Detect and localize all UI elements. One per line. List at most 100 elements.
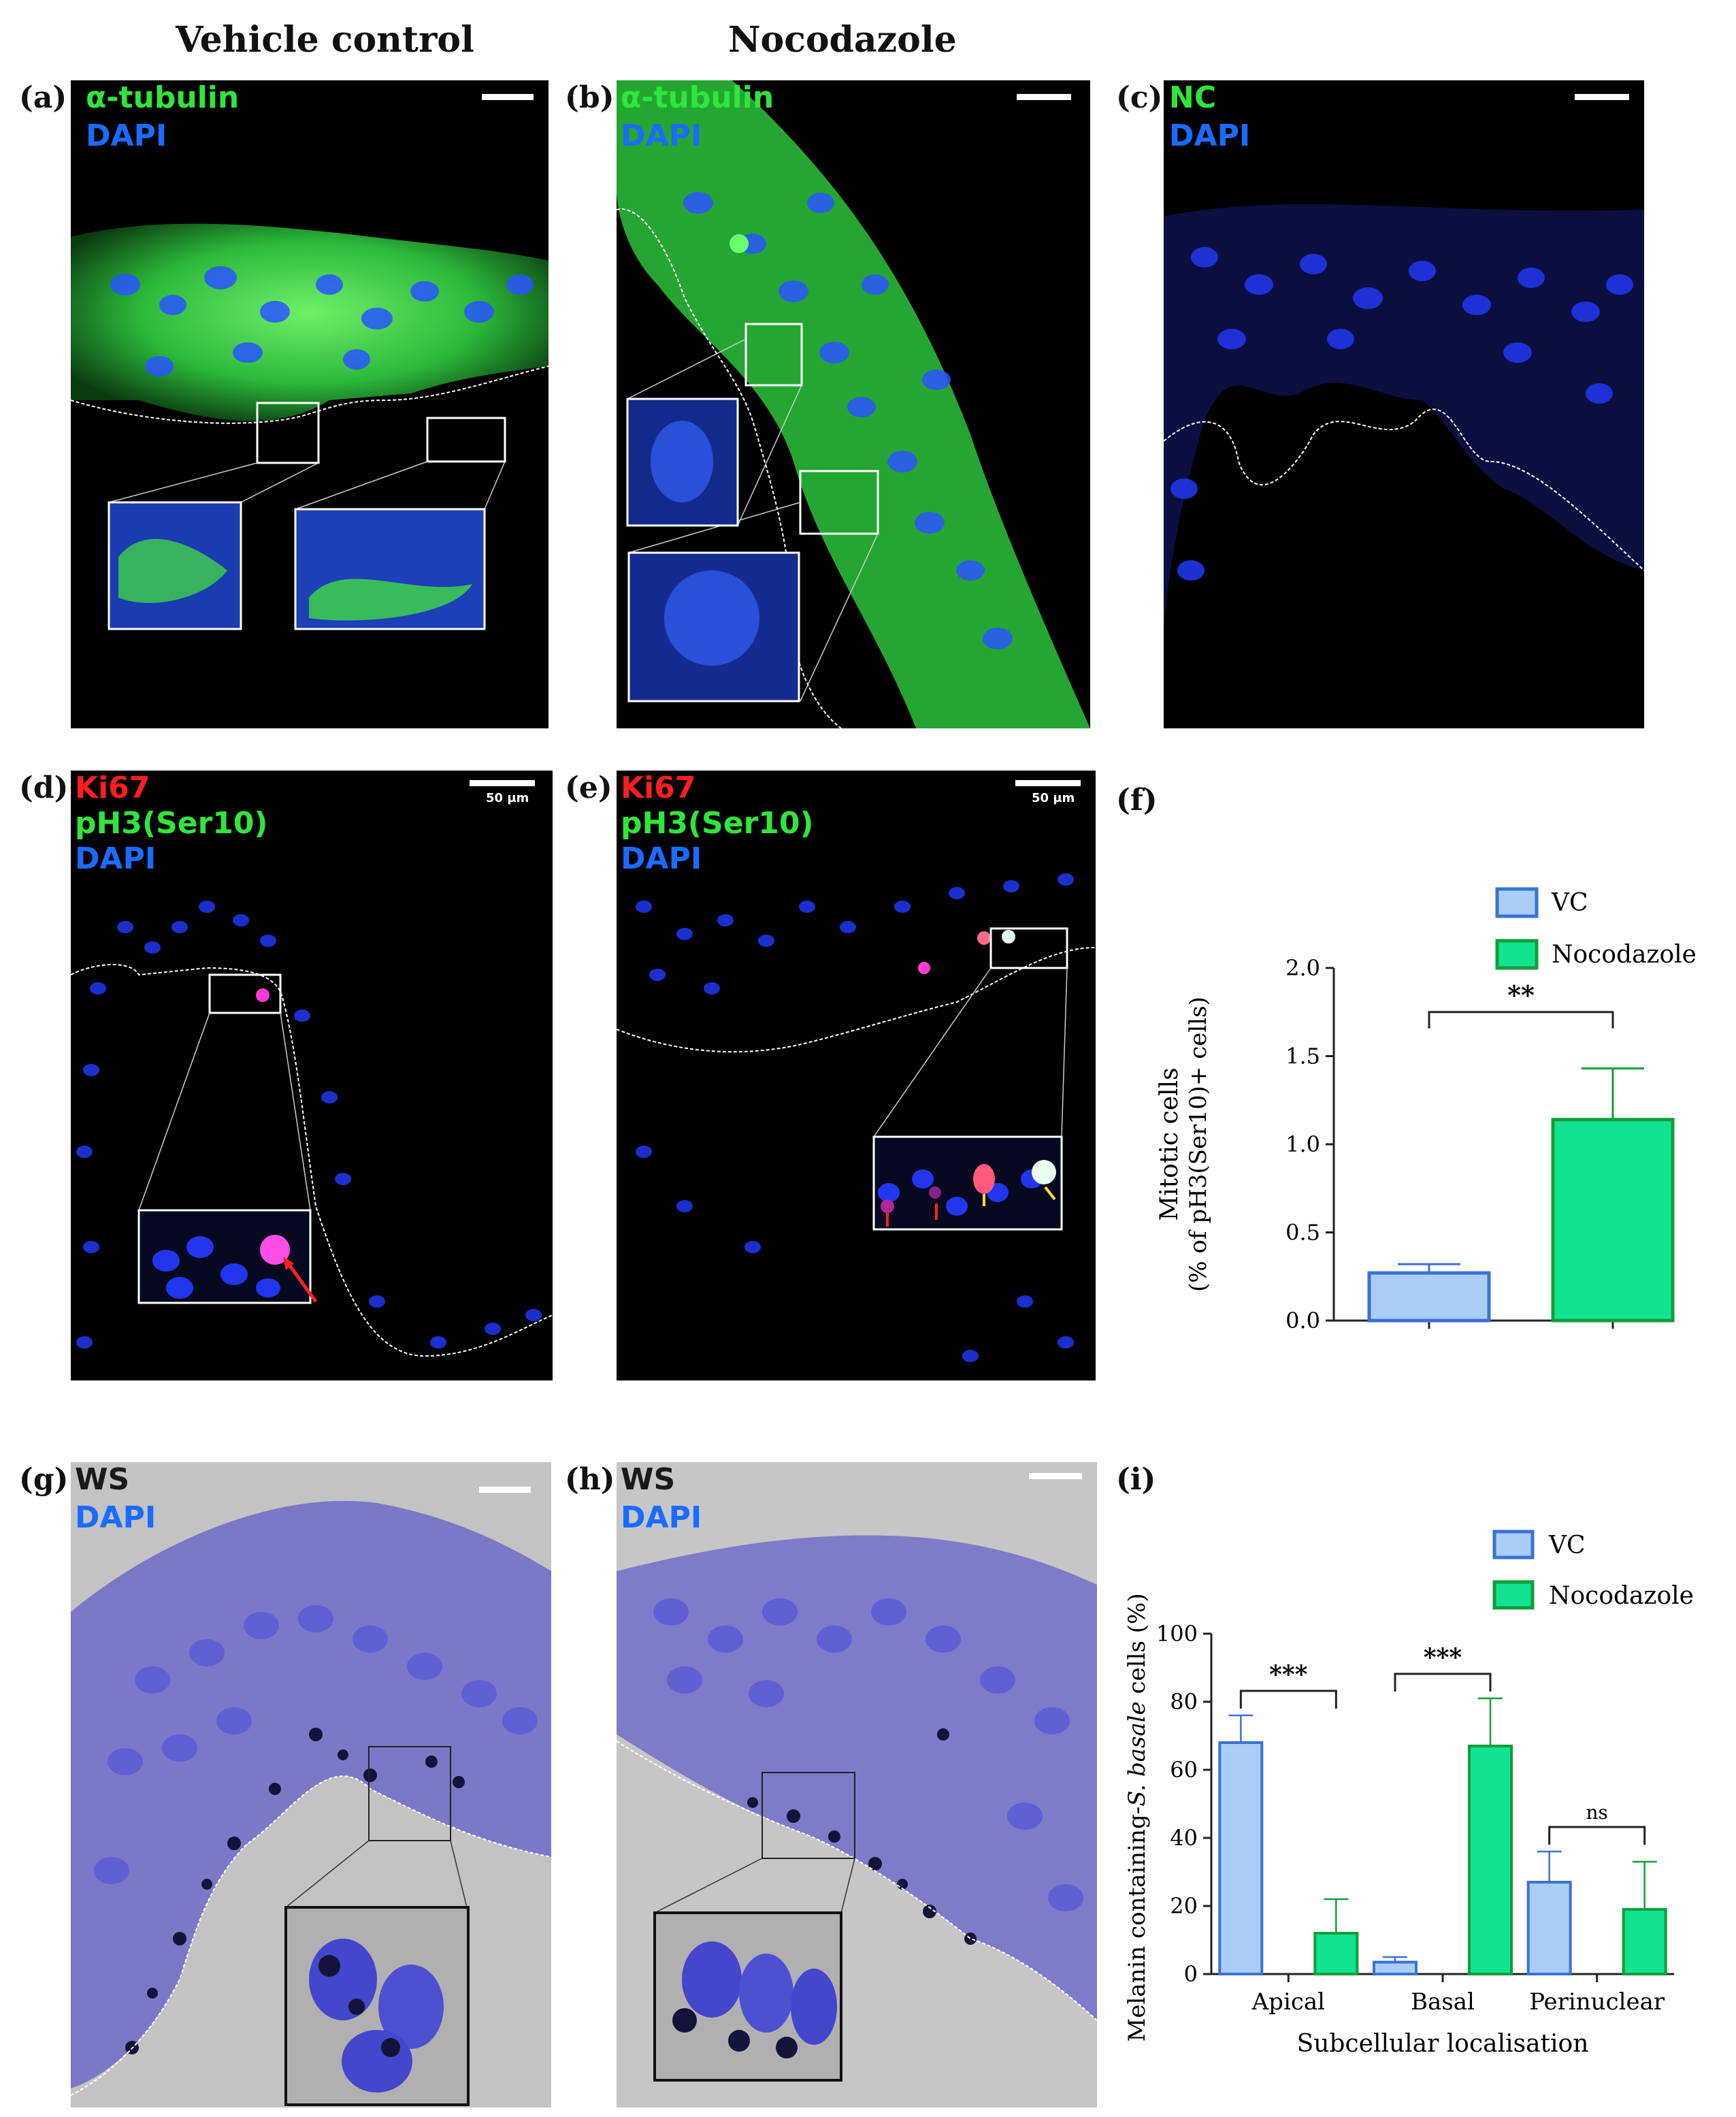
stain-label-ws: WS <box>75 1462 130 1497</box>
significance-bracket <box>1428 1011 1614 1029</box>
y-tick-label: 1.5 <box>1285 1044 1320 1069</box>
legend-swatch-vc <box>1492 1530 1535 1560</box>
micrograph-h-image <box>617 1462 1097 2107</box>
micrograph-e: Ki67 pH3(Ser10) DAPI 50 µm <box>617 771 1096 1380</box>
y-tick-label: 2.0 <box>1285 955 1320 981</box>
bar-vc-basal <box>1373 1960 1418 1975</box>
panel-label-a: (a) <box>19 80 67 115</box>
significance-label: *** <box>1269 1660 1308 1689</box>
x-tick-label: Perinuclear <box>1529 1988 1665 2016</box>
stain-label-dapi: DAPI <box>621 1500 702 1535</box>
legend-label: Nocodazole <box>1552 941 1697 969</box>
stain-label-dapi: DAPI <box>621 118 702 153</box>
scale-bar <box>1015 780 1081 786</box>
stain-label-nc: NC <box>1169 80 1217 115</box>
micrograph-a-image <box>71 223 548 630</box>
panel-label-g: (g) <box>19 1462 69 1497</box>
micrograph-g: WS DAPI <box>71 1462 551 2107</box>
inset-g <box>284 1906 470 2106</box>
y-tick-label: 60 <box>1170 1757 1198 1783</box>
y-tick-label: 80 <box>1170 1689 1198 1715</box>
micrograph-g-image <box>71 1462 551 2107</box>
stain-label-dapi: DAPI <box>75 1500 157 1535</box>
inset-a-2 <box>294 508 486 630</box>
x-axis-label: Subcellular localisation <box>1297 2030 1589 2058</box>
inset-b-1 <box>626 398 739 527</box>
stain-label-dapi: DAPI <box>86 118 167 153</box>
stain-label-alpha-tubulin: α-tubulin <box>621 80 774 115</box>
bar-nocodazole <box>1551 1118 1675 1323</box>
micrograph-a: α-tubulin DAPI <box>71 80 548 728</box>
panel-label-d: (d) <box>19 771 69 805</box>
inset-e <box>872 1135 1063 1231</box>
scale-bar <box>1575 94 1629 100</box>
scale-bar-label: 50 µm <box>486 791 529 805</box>
stain-label-ki67: Ki67 <box>75 771 150 805</box>
micrograph-b: α-tubulin DAPI <box>617 80 1090 728</box>
x-tick-label: Basal <box>1411 1988 1475 2016</box>
stain-label-ki67: Ki67 <box>621 771 696 805</box>
micrograph-d: Ki67 pH3(Ser10) DAPI 50 µm <box>71 771 553 1380</box>
bar-vc-apical <box>1218 1741 1264 1975</box>
panel-label-f: (f) <box>1116 783 1158 818</box>
panel-label-i: (i) <box>1116 1462 1156 1497</box>
stain-label-dapi: DAPI <box>621 841 702 876</box>
y-axis-label: Melanin containing-S. basale cells (%) <box>1124 1594 1151 2042</box>
inset-b-2 <box>627 551 800 702</box>
bar-vc <box>1367 1271 1491 1323</box>
significance-label: *** <box>1424 1643 1462 1672</box>
significance-bracket <box>1394 1672 1492 1692</box>
y-axis-label: (% of pH3(Ser10)+ cells) <box>1185 997 1212 1292</box>
micrograph-b-image <box>617 80 1090 728</box>
bar-nocodazole-perinuclear <box>1622 1908 1667 1975</box>
y-tick-label: 40 <box>1170 1825 1198 1851</box>
legend-label: Nocodazole <box>1549 1582 1694 1610</box>
panel-label-h: (h) <box>565 1462 615 1497</box>
micrograph-d-image <box>71 901 553 1357</box>
y-tick-label: 20 <box>1170 1893 1198 1919</box>
scale-bar-label: 50 µm <box>1032 791 1075 805</box>
y-tick-label: 0.0 <box>1285 1308 1320 1334</box>
micrograph-e-image <box>617 873 1096 1362</box>
scale-bar <box>470 780 535 786</box>
panel-label-e: (e) <box>565 771 612 805</box>
chart-f: 0.0 0.5 1.0 1.5 2.0 Mitotic cells (% of pH3(Se… <box>1156 887 1697 1334</box>
micrograph-h: WS DAPI <box>617 1462 1097 2107</box>
bar-vc-perinuclear <box>1526 1881 1572 1975</box>
bar-nocodazole-apical <box>1313 1932 1359 1975</box>
inset-d <box>137 1209 318 1304</box>
legend-label: VC <box>1548 1532 1586 1560</box>
panel-label-b: (b) <box>565 80 615 115</box>
scale-bar <box>482 94 534 100</box>
scale-bar <box>1017 94 1071 100</box>
inset-a-1 <box>108 501 242 630</box>
micrograph-c: NC DAPI <box>1164 80 1644 728</box>
stain-label-ph3: pH3(Ser10) <box>621 806 814 841</box>
panel-label-c: (c) <box>1116 80 1163 115</box>
significance-label: ** <box>1507 980 1535 1010</box>
y-axis-label: Mitotic cells <box>1156 1067 1183 1221</box>
scale-bar <box>479 1487 531 1493</box>
stain-label-ws: WS <box>621 1462 676 1497</box>
stain-label-dapi: DAPI <box>75 841 157 876</box>
legend-swatch-vc <box>1495 887 1539 918</box>
stain-label-dapi: DAPI <box>1169 118 1251 153</box>
legend-swatch-nocodazole <box>1495 939 1539 970</box>
legend-swatch-nocodazole <box>1492 1580 1535 1610</box>
y-tick-label: 0.5 <box>1285 1220 1320 1246</box>
column-title-vehicle-control: Vehicle control <box>176 19 474 61</box>
x-tick-label: Apical <box>1251 1988 1325 2016</box>
column-title-nocodazole: Nocodazole <box>728 19 957 61</box>
y-tick-label: 0 <box>1184 1961 1198 1987</box>
inset-h <box>653 1911 842 2082</box>
micrograph-c-image <box>1164 204 1644 625</box>
y-tick-label: 1.0 <box>1285 1131 1320 1157</box>
bar-nocodazole-basal <box>1468 1745 1513 1975</box>
significance-bracket <box>1548 1826 1646 1845</box>
y-tick-label: 100 <box>1156 1621 1198 1647</box>
stain-label-ph3: pH3(Ser10) <box>75 806 268 841</box>
significance-label: ns <box>1586 1801 1607 1824</box>
scale-bar <box>1029 1473 1082 1479</box>
legend-label: VC <box>1551 889 1588 917</box>
